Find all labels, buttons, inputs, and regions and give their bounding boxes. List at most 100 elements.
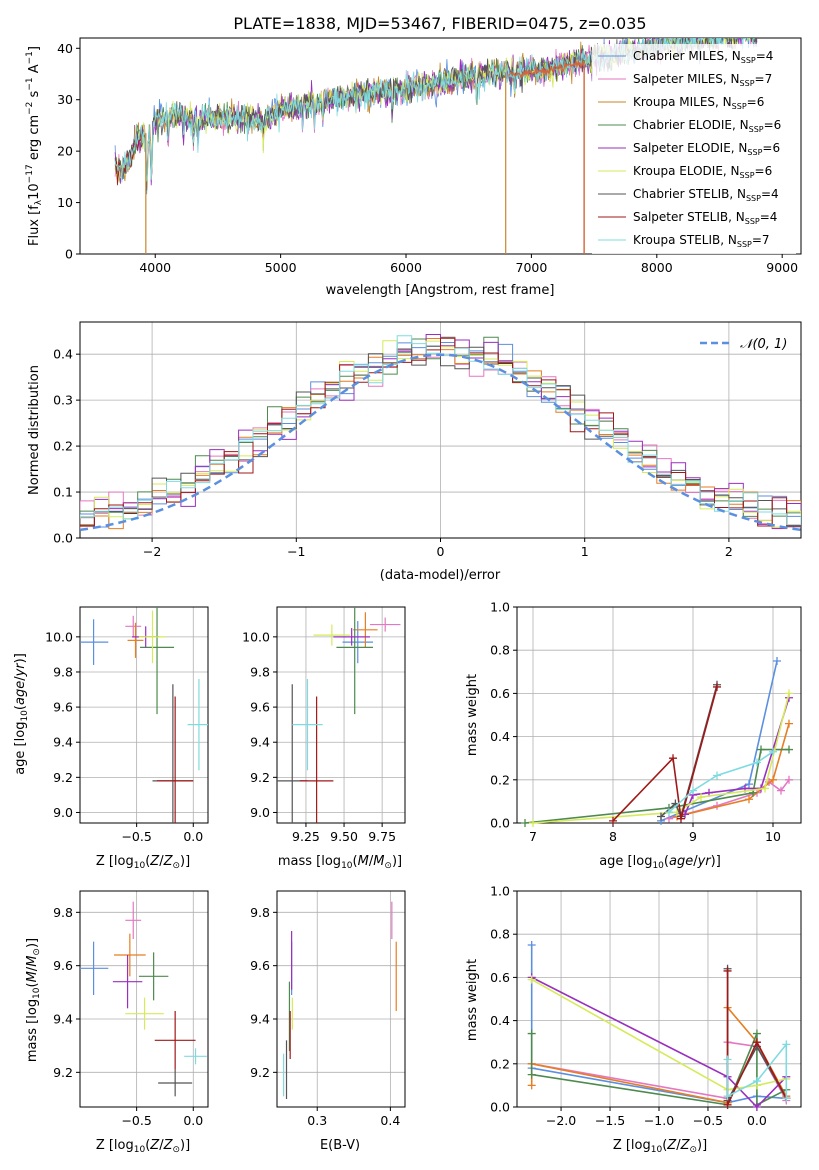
spectrum-xtick-label: 8000 [641,260,673,275]
ebv-mass-ytick-label: 9.4 [250,1012,270,1027]
spectrum-xtick-label: 5000 [265,260,297,275]
z-weight-marker [782,1094,791,1103]
z-weight-marker [527,975,536,984]
age-weight-series-line [612,686,718,822]
z-age-errorbars [80,607,208,823]
age-weight-marker [769,747,777,756]
age-weight-series-line [684,697,790,815]
age-weight-marker [753,758,761,767]
mass-age-ytick-label: 9.0 [250,805,270,820]
z-weight-series-line [726,970,788,1106]
age-weight-marker [609,816,617,825]
age-weight-xtick-label: 9 [689,829,697,844]
z-weight-ytick-label: 0.4 [490,1013,510,1028]
age-weight-marker [785,775,793,784]
age-weight-marker [745,795,753,804]
z-weight-marker [723,1055,732,1064]
legend-label: Salpeter MILES, NSSP=7 [633,72,772,88]
residuals-xtick-label: 1 [581,544,589,559]
z-weight-xlabel: Z [log10(Z/Z⊙)] [613,1138,707,1155]
mass-age-errorbars [277,607,401,823]
z-weight-ylabel: mass weight [465,959,480,1041]
spectrum-legend: Chabrier MILES, NSSP=4 Salpeter MILES, NS… [592,44,796,254]
z-weight-ytick-label: 0.8 [490,927,510,942]
mass-age-xlabel: mass [log10(M/M⊙)] [278,854,402,871]
mass-age-frame [276,606,406,824]
age-weight-marker [689,786,697,795]
spectrum-xtick-label: 9000 [766,260,798,275]
ebv-mass-ytick-label: 9.6 [250,958,270,973]
residuals-legend: 𝒩(0, 1) [700,337,787,352]
ebv-mass-axes: 0.3 0.4 9.2 9.4 9.6 9.8 [250,890,406,1128]
ebv-mass-frame [276,890,406,1108]
ebv-mass-errorbars [282,901,397,1099]
age-weight-marker [773,657,781,665]
age-weight-xtick-label: 8 [609,829,617,844]
residuals-ytick-label: 0.4 [53,347,73,362]
residuals-ytick-label: 0.2 [53,439,73,454]
z-age-ytick-label: 9.4 [53,735,73,750]
z-weight-axes: −2.0 −1.5 −1.0 −0.5 0.0 0.0 0.2 0.4 0.6 0.8 1.0 [490,884,802,1128]
mass-age-axes: 9.25 9.50 9.75 9.0 9.2 9.4 9.6 9.8 10.0 [242,606,406,844]
legend-label: Kroupa ELODIE, NSSP=6 [633,164,772,180]
spectrum-ytick-label: 30 [57,92,73,107]
z-age-ytick-label: 9.6 [53,700,73,715]
z-mass-frame [79,890,209,1108]
mass-age-ytick-label: 10.0 [242,629,270,644]
spectrum-ytick-label: 20 [57,144,73,159]
age-weight-marker [761,784,769,793]
residuals-xtick-label: 0 [437,544,445,559]
z-weight-marker [752,1103,761,1111]
age-weight-marker [697,793,705,802]
residuals-xtick-label: 2 [725,544,733,559]
residuals-panel: (data-model)/error Normed distribution −… [27,321,802,583]
z-mass-ytick-label: 9.4 [53,1012,73,1027]
z-mass-ylabel: mass [log10(M/M⊙)] [25,938,42,1062]
residuals-histograms [80,334,801,532]
z-mass-xtick-label: −0.5 [121,1113,151,1128]
z-mass-xtick-label: 0.0 [183,1113,203,1128]
z-weight-marker [752,1029,761,1038]
z-weight-marker [527,1029,536,1038]
age-weight-marker [785,745,793,754]
residuals-ytick-label: 0.1 [53,485,73,500]
z-age-frame [79,606,209,824]
ebv-mass-ytick-label: 9.8 [250,905,270,920]
residuals-ylabel: Normed distribution [27,365,42,495]
age-weight-marker [529,819,537,827]
z-age-xtick-label: 0.0 [183,829,203,844]
age-weight-ytick-label: 0.0 [490,816,510,831]
z-weight-ytick-label: 1.0 [490,884,510,899]
gaussian-legend-label: 𝒩(0, 1) [740,337,787,352]
spectrum-xtick-label: 6000 [390,260,422,275]
residuals-ytick-label: 0.0 [53,531,73,546]
age-weight-ytick-label: 0.8 [490,643,510,658]
mass-age-panel: mass [log10(M/M⊙)] 9.25 9.50 9.75 9.0 9.2 9.4… [242,606,406,871]
spectrum-xtick-label: 4000 [139,260,171,275]
age-weight-marker [745,780,753,789]
residuals-ytick-label: 0.3 [53,393,73,408]
mass-age-ytick-label: 9.6 [250,700,270,715]
spectrum-panel: PLATE=1838, MJD=53467, FIBERID=0475, z=0… [25,14,802,298]
z-mass-ytick-label: 9.8 [53,905,73,920]
age-weight-marker [785,719,793,728]
z-weight-marker [723,966,732,975]
age-weight-marker [785,689,793,698]
residuals-xtick-label: −1 [287,544,305,559]
spectrum-kroupa-miles-tail [508,59,585,254]
z-mass-ytick-label: 9.2 [53,1065,73,1080]
ebv-mass-ytick-label: 9.2 [250,1065,270,1080]
z-mass-ytick-label: 9.6 [53,958,73,973]
age-weight-ylabel: mass weight [465,674,480,756]
z-mass-errorbars [80,901,207,1097]
z-age-ytick-label: 9.2 [53,770,73,785]
ebv-mass-xtick-label: 0.4 [380,1113,400,1128]
age-weight-marker [677,814,685,823]
z-weight-series-line [531,976,787,1109]
residuals-xtick-label: −2 [143,544,161,559]
mass-age-ytick-label: 9.4 [250,735,270,750]
ebv-mass-xtick-label: 0.3 [307,1113,327,1128]
spectrum-ytick-label: 0 [65,247,73,262]
z-weight-marker [782,1040,791,1049]
residuals-axes: −2 −1 0 1 2 0.0 0.1 0.2 0.3 0.4 [53,321,802,559]
